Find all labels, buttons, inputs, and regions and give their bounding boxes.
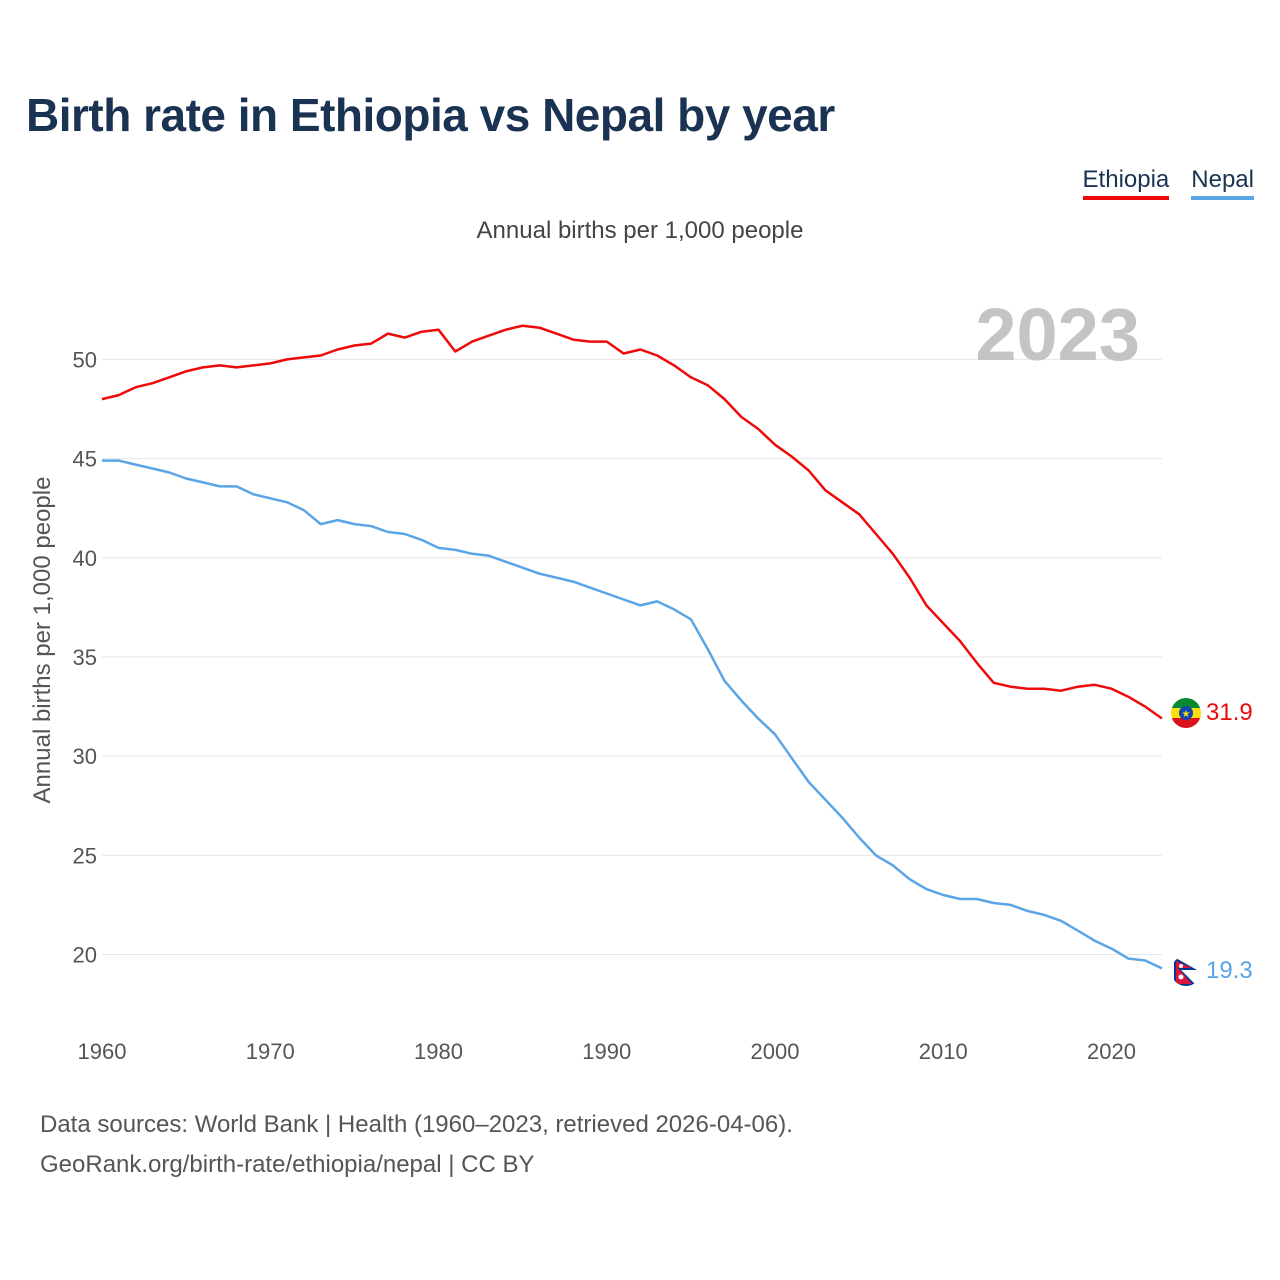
source-link[interactable]: GeoRank.org/birth-rate/ethiopia/nepal | … xyxy=(40,1151,535,1178)
x-tick-label: 2010 xyxy=(919,1039,968,1064)
chart-title: Birth rate in Ethiopia vs Nepal by year xyxy=(26,89,835,141)
y-tick-label: 45 xyxy=(73,447,97,472)
x-tick-label: 1980 xyxy=(414,1039,463,1064)
end-label-nepal: 19.3 xyxy=(1206,957,1253,984)
x-tick-label: 2000 xyxy=(751,1039,800,1064)
series-lines xyxy=(101,324,1163,970)
y-tick-label: 35 xyxy=(73,645,97,670)
legend-item-ethiopia[interactable]: Ethiopia xyxy=(1082,166,1170,200)
x-tick-label: 1960 xyxy=(78,1039,127,1064)
ethiopia-flag-icon: ★ xyxy=(1171,698,1201,728)
x-tick-label: 2020 xyxy=(1087,1039,1136,1064)
y-tick-label: 50 xyxy=(73,347,97,372)
y-tick-label: 25 xyxy=(73,843,97,868)
axis-ticks: 20 25 30 35 40 45 50 1960 1970 1980 1990 2000 2010 20… xyxy=(73,347,1136,1064)
grid-lines xyxy=(102,358,1162,956)
year-watermark: 2023 xyxy=(975,293,1140,376)
series-line-nepal[interactable] xyxy=(102,459,1163,970)
data-sources: Data sources: World Bank | Health (1960–… xyxy=(40,1111,793,1138)
footer: Data sources: World Bank | Health (1960–… xyxy=(40,1105,793,1185)
y-tick-label: 40 xyxy=(73,546,97,571)
series-line-ethiopia[interactable] xyxy=(101,324,1163,720)
x-tick-label: 1970 xyxy=(246,1039,295,1064)
svg-text:★: ★ xyxy=(1182,709,1191,720)
end-label-ethiopia: 31.9 xyxy=(1206,699,1253,726)
legend: Ethiopia Nepal xyxy=(1082,166,1254,200)
legend-item-nepal[interactable]: Nepal xyxy=(1191,166,1254,200)
y-axis-label: Annual births per 1,000 people xyxy=(29,477,56,804)
nepal-flag-icon xyxy=(1171,956,1201,986)
y-tick-label: 30 xyxy=(73,744,97,769)
x-tick-label: 1990 xyxy=(582,1039,631,1064)
chart-subtitle: Annual births per 1,000 people xyxy=(476,217,804,244)
y-tick-label: 20 xyxy=(73,943,97,968)
